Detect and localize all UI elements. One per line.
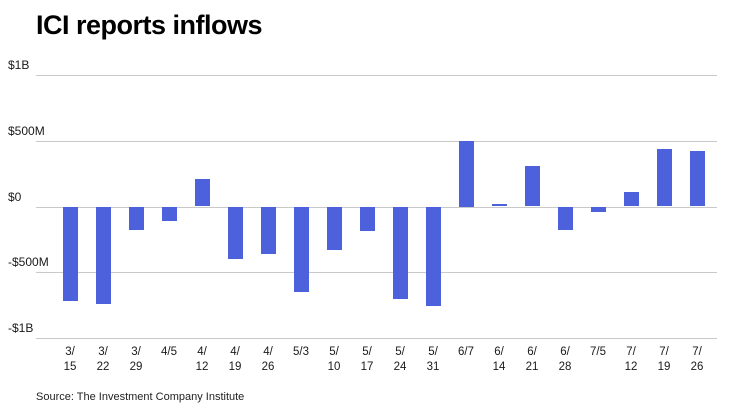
x-tick-label: 6/7: [458, 346, 474, 358]
x-tick-label: 3/29: [129, 346, 143, 373]
bar-3/15: [63, 206, 78, 302]
bar-6/28: [558, 206, 573, 231]
chart-title: ICI reports inflows: [36, 10, 263, 40]
x-tick-label: 6/28: [558, 346, 572, 373]
gridline: [36, 75, 717, 76]
bar-3/22: [96, 206, 111, 304]
bar-5/24: [393, 206, 408, 299]
source-note: Source: The Investment Company Institute: [36, 391, 245, 403]
bar-5/31: [426, 206, 441, 307]
x-tick-label: 4/5: [161, 346, 177, 358]
bar-7/26: [690, 151, 705, 207]
bar-4/12: [195, 178, 210, 207]
x-tick-label: 7/5: [590, 346, 606, 358]
gridline: [36, 140, 717, 142]
y-axis-label: -$1B: [8, 321, 34, 335]
x-tick-label: 3/15: [63, 346, 77, 373]
x-tick-label: 5/24: [393, 346, 407, 373]
bar-5/17: [360, 206, 375, 232]
x-tick-label: 7/26: [690, 346, 704, 373]
bar-7/19: [657, 148, 672, 207]
x-tick-label: 5/3: [293, 346, 309, 358]
bar-5/3: [294, 206, 309, 292]
x-tick-label: 5/31: [426, 346, 440, 373]
y-axis-label: $500M: [8, 123, 45, 138]
gridline: [36, 206, 717, 208]
gridline: [36, 272, 717, 274]
x-tick-label: 4/19: [228, 346, 242, 373]
bar-7/12: [624, 192, 639, 207]
y-axis-label: $0: [8, 189, 22, 204]
y-axis-label: -$500M: [8, 255, 49, 270]
x-tick-label: 7/19: [657, 346, 671, 373]
bar-5/10: [327, 206, 342, 250]
x-tick-label: 3/22: [96, 346, 110, 373]
bar-6/7: [459, 140, 474, 207]
bar-3/29: [129, 206, 144, 231]
x-tick-label: 5/17: [360, 346, 374, 373]
x-tick-label: 4/26: [261, 346, 275, 373]
x-tick-label: 6/21: [525, 346, 539, 373]
bar-4/19: [228, 206, 243, 260]
gridline: [36, 338, 717, 339]
x-tick-label: 7/12: [624, 346, 638, 373]
x-tick-label: 4/12: [195, 346, 209, 373]
y-axis-label: $1B: [8, 58, 30, 72]
x-tick-label: 5/10: [327, 346, 341, 373]
bar-6/14: [492, 203, 507, 207]
bar-4/26: [261, 206, 276, 254]
x-tick-label: 6/14: [492, 346, 506, 373]
bar-7/5: [591, 206, 606, 212]
bar-chart-plot-area: [36, 75, 717, 339]
bar-4/5: [162, 206, 177, 221]
bar-6/21: [525, 165, 540, 207]
